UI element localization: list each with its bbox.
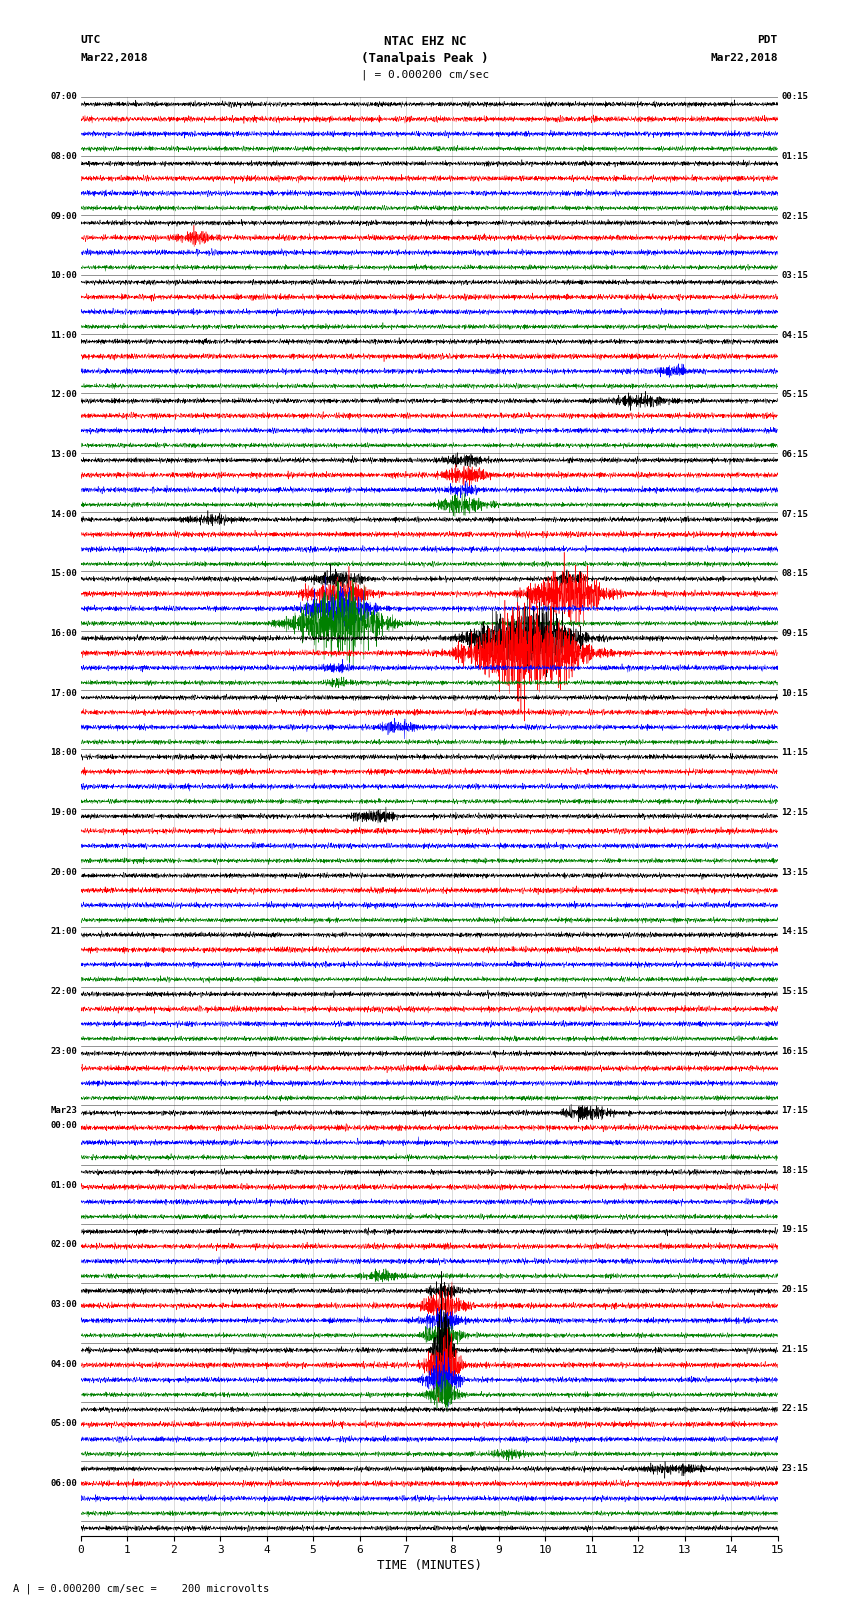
Text: 11:00: 11:00 [50,331,77,340]
Text: 11:15: 11:15 [781,748,808,758]
Text: 21:15: 21:15 [781,1345,808,1353]
Text: 09:00: 09:00 [50,211,77,221]
Text: (Tanalpais Peak ): (Tanalpais Peak ) [361,52,489,65]
Text: PDT: PDT [757,35,778,45]
Text: 13:00: 13:00 [50,450,77,460]
Text: 10:00: 10:00 [50,271,77,281]
Text: 04:15: 04:15 [781,331,808,340]
Text: 20:00: 20:00 [50,868,77,876]
Text: 00:15: 00:15 [781,92,808,102]
Text: 12:00: 12:00 [50,390,77,400]
Text: 17:15: 17:15 [781,1107,808,1115]
Text: 01:00: 01:00 [50,1181,77,1190]
Text: 05:00: 05:00 [50,1419,77,1428]
Text: A | = 0.000200 cm/sec =    200 microvolts: A | = 0.000200 cm/sec = 200 microvolts [13,1582,269,1594]
Text: 19:00: 19:00 [50,808,77,816]
Text: 16:00: 16:00 [50,629,77,639]
Text: 01:15: 01:15 [781,152,808,161]
Text: 22:00: 22:00 [50,987,77,995]
Text: Mar23: Mar23 [50,1107,77,1115]
Text: 07:15: 07:15 [781,510,808,519]
Text: 18:00: 18:00 [50,748,77,758]
Text: 02:15: 02:15 [781,211,808,221]
Text: 02:00: 02:00 [50,1240,77,1250]
Text: NTAC EHZ NC: NTAC EHZ NC [383,35,467,48]
Text: 08:00: 08:00 [50,152,77,161]
Text: UTC: UTC [81,35,101,45]
Text: 13:15: 13:15 [781,868,808,876]
Text: 06:00: 06:00 [50,1479,77,1487]
Text: 14:00: 14:00 [50,510,77,519]
Text: 03:00: 03:00 [50,1300,77,1310]
Text: Mar22,2018: Mar22,2018 [711,53,778,63]
Text: 20:15: 20:15 [781,1286,808,1294]
Text: 23:00: 23:00 [50,1047,77,1055]
Text: 03:15: 03:15 [781,271,808,281]
Text: 21:00: 21:00 [50,927,77,936]
Text: 12:15: 12:15 [781,808,808,816]
Text: 16:15: 16:15 [781,1047,808,1055]
Text: 04:00: 04:00 [50,1360,77,1368]
Text: 18:15: 18:15 [781,1166,808,1174]
Text: 06:15: 06:15 [781,450,808,460]
Text: 10:15: 10:15 [781,689,808,698]
Text: 23:15: 23:15 [781,1465,808,1473]
Text: 08:15: 08:15 [781,569,808,579]
Text: Mar22,2018: Mar22,2018 [81,53,148,63]
Text: 00:00: 00:00 [50,1121,77,1131]
Text: 05:15: 05:15 [781,390,808,400]
Text: 17:00: 17:00 [50,689,77,698]
Text: 15:15: 15:15 [781,987,808,995]
Text: 09:15: 09:15 [781,629,808,639]
Text: 07:00: 07:00 [50,92,77,102]
Text: 22:15: 22:15 [781,1405,808,1413]
X-axis label: TIME (MINUTES): TIME (MINUTES) [377,1560,482,1573]
Text: 15:00: 15:00 [50,569,77,579]
Text: | = 0.000200 cm/sec: | = 0.000200 cm/sec [361,69,489,81]
Text: 14:15: 14:15 [781,927,808,936]
Text: 19:15: 19:15 [781,1226,808,1234]
